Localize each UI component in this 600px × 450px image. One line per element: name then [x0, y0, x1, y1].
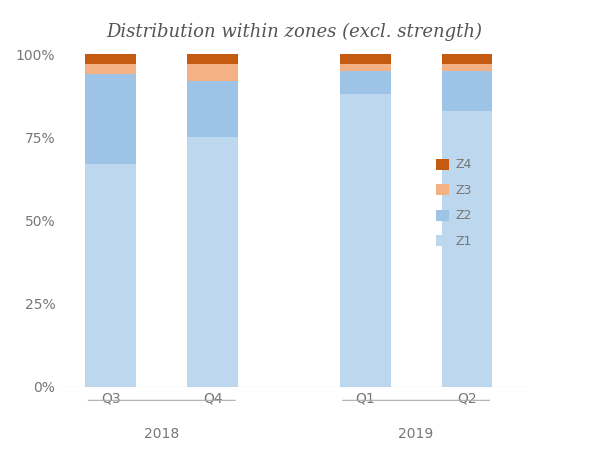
Title: Distribution within zones (excl. strength): Distribution within zones (excl. strengt…: [106, 23, 482, 41]
Bar: [340, 71, 391, 94]
Bar: [85, 164, 136, 387]
Bar: [442, 71, 493, 111]
Bar: [442, 54, 493, 64]
Bar: [85, 54, 136, 64]
Bar: [187, 64, 238, 81]
Bar: [85, 64, 136, 74]
Bar: [442, 64, 493, 71]
Bar: [85, 74, 136, 164]
Text: 2018: 2018: [144, 427, 179, 441]
Bar: [187, 137, 238, 387]
Bar: [340, 54, 391, 64]
Bar: [340, 64, 391, 71]
Bar: [340, 94, 391, 387]
Bar: [187, 54, 238, 64]
Bar: [187, 81, 238, 137]
Legend: Z4, Z3, Z2, Z1: Z4, Z3, Z2, Z1: [431, 153, 476, 253]
Text: 2019: 2019: [398, 427, 434, 441]
Bar: [442, 111, 493, 387]
